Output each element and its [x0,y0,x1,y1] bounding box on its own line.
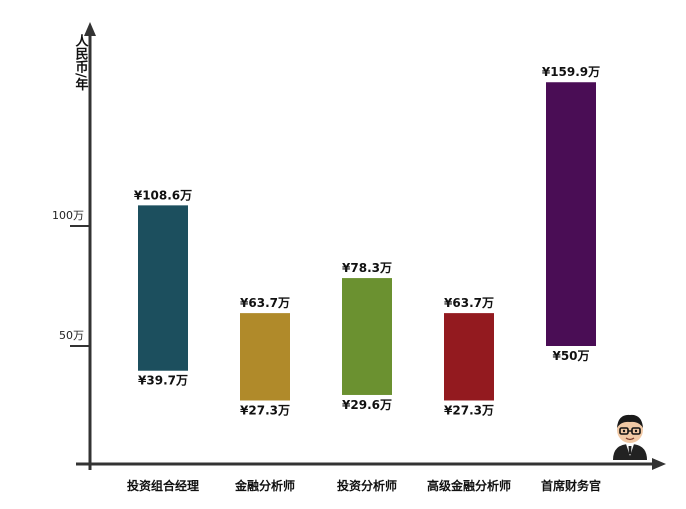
bar [240,313,290,401]
x-category-label: 投资分析师 [337,478,397,493]
bar [138,205,188,371]
axes [76,22,666,470]
y-tick-label: 50万 [59,329,84,342]
bars: ¥108.6万 ¥39.7万 ¥63.7万 ¥27.3万 ¥78.3万 ¥29.6万 ¥63… [134,65,600,417]
cartoon-man-with-glasses-icon [613,414,647,460]
x-axis-arrow-icon [652,458,666,470]
bar-low-label: ¥29.6万 [342,398,392,412]
bar-high-label: ¥63.7万 [444,296,494,310]
category-labels: 投资组合经理 金融分析师 投资分析师 高级金融分析师 首席财务官 [127,478,601,493]
y-axis-label: 人民币/年 [73,33,89,92]
bar-low-label: ¥27.3万 [240,403,290,417]
y-axis-arrow-icon [84,22,96,36]
bar [444,313,494,401]
bar-high-label: ¥63.7万 [240,296,290,310]
y-tick-label: 100万 [52,209,84,222]
x-category-label: 首席财务官 [541,478,601,493]
x-category-label: 金融分析师 [234,478,295,493]
bar [546,82,596,347]
bar-low-label: ¥50万 [552,349,589,363]
x-category-label: 投资组合经理 [127,478,199,493]
bar-high-label: ¥108.6万 [134,188,192,202]
bar [342,278,392,395]
bar-low-label: ¥27.3万 [444,403,494,417]
bar-high-label: ¥78.3万 [342,261,392,275]
y-ticks: 50万 100万 [52,209,90,347]
bar-high-label: ¥159.9万 [542,65,600,79]
x-category-label: 高级金融分析师 [427,478,511,493]
bar-low-label: ¥39.7万 [138,374,188,388]
